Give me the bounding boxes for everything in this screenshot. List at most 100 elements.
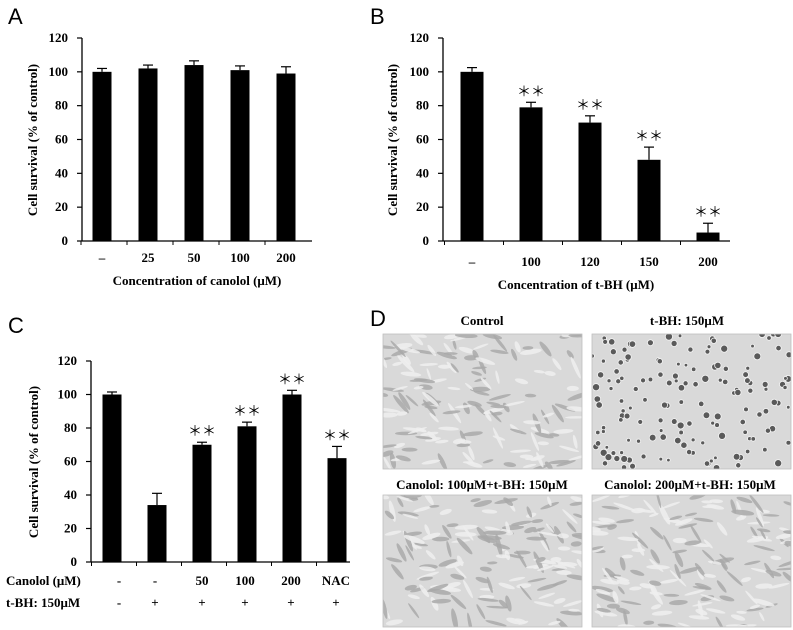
round-cell <box>648 433 657 442</box>
spindle-cell <box>454 531 477 537</box>
spindle-cell <box>690 524 702 543</box>
spindle-cell <box>393 442 406 449</box>
spindle-cell <box>776 567 791 571</box>
spindle-cell <box>452 339 457 350</box>
spindle-cell <box>513 550 531 555</box>
spindle-cell <box>442 410 461 415</box>
round-cell <box>637 419 644 425</box>
spindle-cell <box>755 583 773 589</box>
spindle-cell <box>674 551 684 568</box>
spindle-cell <box>450 573 465 580</box>
panel-a-y-axis: 0 20 40 60 80 100 120 <box>49 30 312 248</box>
spindle-cell <box>395 455 411 462</box>
spindle-cell <box>446 540 452 558</box>
round-cell <box>702 411 711 420</box>
spindle-cell <box>552 358 562 371</box>
round-cell <box>770 398 778 406</box>
round-cell <box>744 377 751 384</box>
treatment-cell: + <box>151 595 158 610</box>
spindle-cell <box>439 508 452 515</box>
spindle-cell <box>472 366 487 370</box>
spindle-cell <box>442 524 452 539</box>
spindle-cell <box>429 412 439 423</box>
spindle-cell <box>405 334 427 338</box>
spindle-cell <box>431 598 452 604</box>
spindle-cell <box>560 610 582 616</box>
round-cell <box>713 412 722 421</box>
round-cell <box>595 429 601 436</box>
spindle-cell <box>537 531 560 537</box>
spindle-cell <box>405 531 422 537</box>
spindle-cell <box>752 598 775 607</box>
spindle-cell <box>421 459 441 465</box>
round-cell <box>722 378 729 386</box>
round-cell <box>782 384 788 391</box>
spindle-cell <box>473 500 493 508</box>
spindle-cell <box>775 533 791 540</box>
spindle-cell <box>486 576 493 594</box>
spindle-cell <box>694 562 706 577</box>
round-cell <box>682 380 689 387</box>
spindle-cell <box>493 334 508 352</box>
spindle-cell <box>458 440 472 444</box>
y-tick-label: 40 <box>64 487 77 502</box>
round-cell <box>632 386 639 392</box>
spindle-cell <box>702 549 715 562</box>
spindle-cell <box>606 603 620 609</box>
spindle-cell <box>649 558 664 573</box>
spindle-cell <box>650 586 663 605</box>
spindle-cell <box>456 443 471 448</box>
y-tick-label: 0 <box>71 554 78 569</box>
round-cell <box>720 344 729 353</box>
round-cell <box>708 458 714 464</box>
round-cell <box>610 450 617 456</box>
spindle-cell <box>514 378 529 385</box>
spindle-cell <box>383 412 398 418</box>
spindle-cell <box>430 596 439 611</box>
spindle-cell <box>756 517 763 528</box>
spindle-cell <box>397 511 419 517</box>
spindle-cell <box>538 592 556 599</box>
spindle-cell <box>427 431 437 441</box>
round-cell <box>745 365 751 371</box>
y-tick-label: 100 <box>49 64 69 79</box>
spindle-cell <box>595 589 611 595</box>
spindle-cell <box>657 623 678 627</box>
round-cell <box>618 417 624 423</box>
x-tick-label: 200 <box>698 254 718 269</box>
spindle-cell <box>601 505 620 510</box>
spindle-cell <box>480 377 492 390</box>
panel-d-micrographs: D Control t-BH: 150μM Canolol: 100μM+t-B… <box>370 306 792 628</box>
round-cell <box>657 417 664 424</box>
micrograph-cells <box>383 495 582 627</box>
spindle-cell <box>464 382 474 390</box>
round-cell <box>620 408 626 414</box>
round-cell <box>680 441 688 449</box>
spindle-cell <box>592 520 611 525</box>
spindle-cell <box>432 536 450 542</box>
treatment-cell: + <box>241 595 248 610</box>
round-cell <box>750 343 755 349</box>
spindle-cell <box>489 410 502 423</box>
round-cell <box>640 453 647 460</box>
bar <box>282 394 302 562</box>
photo-title-control: Control <box>460 313 503 328</box>
spindle-cell <box>481 509 498 514</box>
round-cell <box>744 448 751 455</box>
spindle-cell <box>407 594 420 600</box>
round-cell <box>620 464 628 469</box>
round-cell <box>592 383 601 392</box>
spindle-cell <box>413 349 437 355</box>
round-cell <box>595 401 603 409</box>
spindle-cell <box>692 602 713 607</box>
spindle-cell <box>562 509 578 524</box>
round-cell <box>785 351 791 359</box>
spindle-cell <box>392 361 403 367</box>
spindle-cell <box>661 501 681 509</box>
round-cell <box>717 377 723 383</box>
spindle-cell <box>655 495 662 509</box>
spindle-cell <box>740 577 752 583</box>
round-cell <box>775 344 782 352</box>
spindle-cell <box>630 569 645 576</box>
